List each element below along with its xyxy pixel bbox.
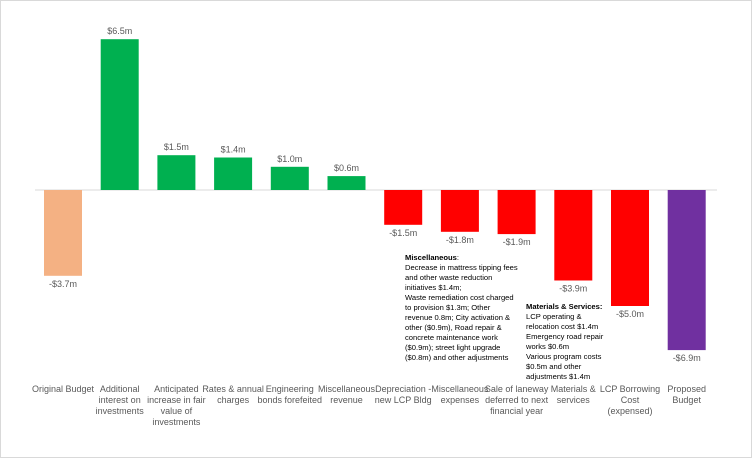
data-label-2: $1.5m	[164, 142, 189, 152]
annotation-miscellaneous-text: : Decrease in mattress tipping fees and …	[405, 253, 518, 362]
category-label-9: Materials & services	[550, 384, 596, 405]
category-label-8: Sale of laneway deferred to next financi…	[484, 384, 549, 416]
category-label-0: Original Budget	[31, 384, 95, 394]
data-label-7: -$1.8m	[446, 235, 474, 245]
annotation-miscellaneous-heading: Miscellaneous	[405, 253, 457, 262]
category-label-6: Depreciation - new LCP Bldg	[374, 384, 432, 405]
bar-4	[270, 166, 309, 190]
category-label-2: Anticipated increase in fair value of in…	[147, 384, 206, 427]
bar-8	[497, 190, 536, 235]
bar-1	[100, 39, 139, 191]
bar-10	[611, 190, 649, 306]
category-label-3: Rates & annual charges	[202, 384, 264, 405]
category-label-1: Additional interest on investments	[95, 384, 144, 416]
data-label-6: -$1.5m	[389, 228, 417, 238]
data-label-9: -$3.9m	[559, 284, 587, 294]
bar-6	[384, 190, 423, 225]
data-label-11: -$6.9m	[673, 353, 701, 363]
category-label-10: LCP Borrowing Cost (expensed)	[599, 384, 661, 416]
bar-11	[667, 190, 706, 351]
data-label-10: -$5.0m	[616, 309, 644, 319]
bar-7	[440, 190, 479, 232]
bar-3	[214, 157, 253, 190]
data-label-0: -$3.7m	[49, 279, 77, 289]
data-label-5: $0.6m	[334, 163, 359, 173]
annotation-materials-text: LCP operating & relocation cost $1.4m Em…	[526, 312, 604, 381]
bar-5	[327, 176, 366, 190]
data-label-8: -$1.9m	[503, 237, 531, 247]
bar-2	[157, 155, 196, 190]
category-label-11: Proposed Budget	[667, 384, 706, 405]
bar-9	[554, 190, 593, 281]
bar-0	[44, 190, 82, 276]
data-label-4: $1.0m	[277, 154, 302, 164]
category-label-4: Engineering bonds forefeited	[257, 384, 323, 405]
category-label-5: Miscellaneous revenue	[317, 384, 376, 405]
category-label-7: Miscellaneous expenses	[431, 384, 489, 405]
data-label-3: $1.4m	[221, 145, 246, 155]
annotation-miscellaneous: Miscellaneous: Decrease in mattress tipp…	[405, 253, 525, 363]
data-label-1: $6.5m	[107, 26, 132, 36]
annotation-materials-heading: Materials & Services:	[526, 302, 603, 311]
annotation-materials-services: Materials & Services: LCP operating & re…	[526, 302, 616, 382]
